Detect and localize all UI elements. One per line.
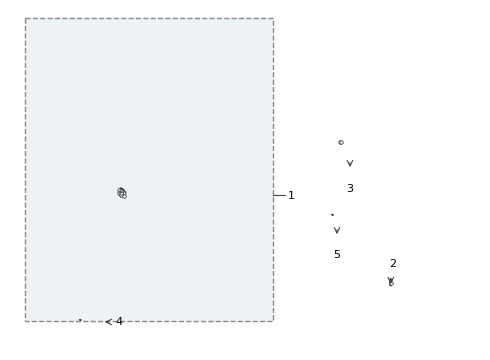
- Polygon shape: [390, 279, 391, 281]
- Polygon shape: [120, 192, 121, 193]
- Polygon shape: [123, 195, 124, 196]
- Polygon shape: [123, 194, 124, 195]
- Text: 3: 3: [346, 184, 353, 194]
- Text: 2: 2: [389, 259, 396, 269]
- Polygon shape: [122, 195, 124, 196]
- Polygon shape: [123, 195, 124, 196]
- Polygon shape: [391, 281, 392, 282]
- Polygon shape: [123, 193, 124, 194]
- Polygon shape: [122, 193, 124, 194]
- Polygon shape: [122, 190, 123, 193]
- Polygon shape: [340, 141, 341, 142]
- Polygon shape: [120, 189, 124, 196]
- Polygon shape: [332, 214, 333, 215]
- FancyBboxPatch shape: [25, 18, 273, 321]
- Polygon shape: [391, 284, 392, 285]
- Polygon shape: [122, 189, 123, 190]
- Polygon shape: [122, 189, 123, 190]
- Polygon shape: [122, 193, 124, 194]
- Polygon shape: [120, 189, 122, 195]
- Polygon shape: [121, 195, 124, 196]
- Polygon shape: [122, 193, 124, 194]
- Polygon shape: [123, 194, 124, 195]
- Polygon shape: [390, 283, 392, 284]
- Polygon shape: [120, 192, 121, 193]
- Polygon shape: [123, 190, 124, 193]
- Polygon shape: [390, 279, 392, 285]
- Polygon shape: [121, 195, 124, 196]
- Polygon shape: [121, 188, 122, 189]
- Polygon shape: [120, 188, 122, 189]
- Polygon shape: [121, 194, 124, 195]
- Polygon shape: [120, 188, 122, 189]
- Polygon shape: [121, 193, 124, 194]
- Polygon shape: [340, 141, 341, 142]
- Polygon shape: [121, 193, 124, 194]
- Polygon shape: [122, 190, 123, 193]
- Text: 1: 1: [288, 191, 295, 201]
- Polygon shape: [391, 285, 392, 286]
- Polygon shape: [391, 279, 392, 280]
- Text: 5: 5: [334, 250, 341, 260]
- Polygon shape: [391, 280, 392, 281]
- Polygon shape: [122, 194, 124, 195]
- Polygon shape: [123, 190, 124, 193]
- Polygon shape: [391, 280, 392, 285]
- Polygon shape: [122, 194, 124, 195]
- Polygon shape: [122, 194, 124, 195]
- Text: 4: 4: [115, 317, 122, 327]
- Polygon shape: [390, 283, 392, 285]
- Polygon shape: [122, 190, 124, 191]
- Polygon shape: [390, 279, 392, 280]
- Polygon shape: [123, 190, 124, 197]
- Polygon shape: [121, 194, 124, 195]
- Polygon shape: [123, 193, 124, 194]
- Polygon shape: [122, 189, 123, 190]
- Polygon shape: [121, 193, 124, 194]
- Polygon shape: [121, 194, 124, 195]
- Polygon shape: [119, 189, 124, 190]
